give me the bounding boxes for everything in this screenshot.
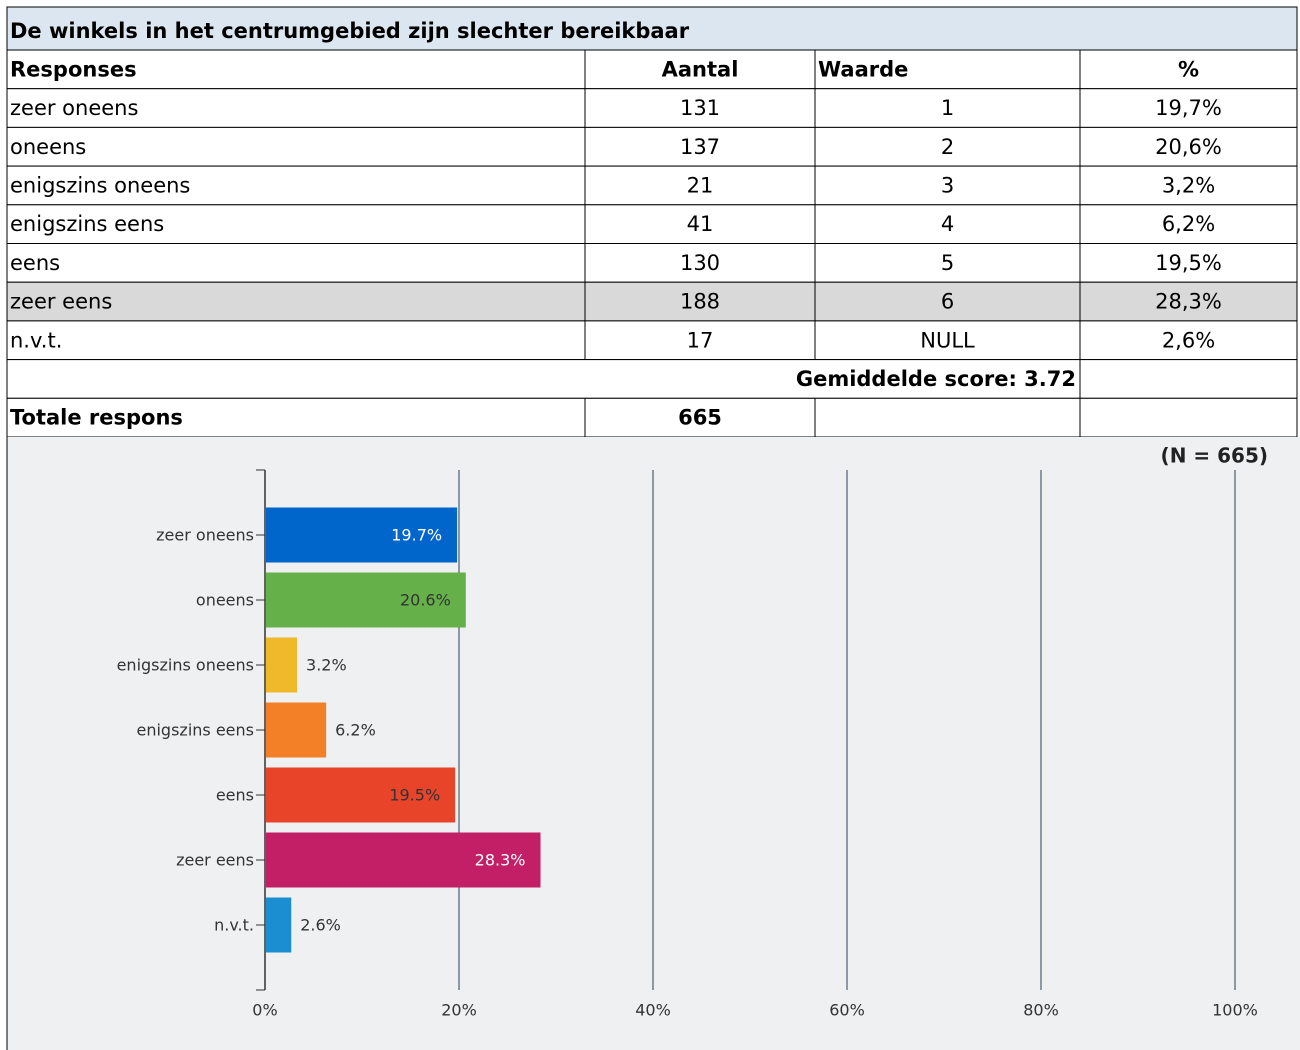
cell-text: 137 [680, 135, 720, 159]
cell-text: zeer oneens [10, 96, 138, 120]
bar [266, 637, 298, 693]
cell-text: zeer eens [10, 290, 112, 314]
cell-text: Responses [10, 57, 137, 81]
bar [266, 832, 541, 888]
cell-text: 665 [678, 406, 722, 430]
y-tick-label: zeer eens [176, 851, 254, 870]
cell-text: 41 [687, 212, 714, 236]
value-label: 19.5% [389, 786, 440, 805]
cell-text: Totale respons [10, 406, 183, 430]
bar [266, 767, 456, 823]
cell-text: 131 [680, 96, 720, 120]
cell-text: Aantal [662, 57, 739, 81]
title-row [6, 6, 1298, 51]
cell-text: oneens [10, 135, 86, 159]
table-row [6, 204, 1298, 245]
cell-text: eens [10, 251, 60, 275]
annotation: (N = 665) [1161, 444, 1268, 468]
x-tick-label: 20% [441, 1001, 477, 1020]
value-label: 28.3% [475, 851, 526, 870]
cell-text: 3 [941, 173, 954, 197]
value-label: 20.6% [400, 591, 451, 610]
table-title: De winkels in het centrumgebied zijn sle… [10, 19, 690, 43]
table-row [6, 126, 1298, 167]
table-row [6, 88, 1298, 128]
cell-text: 130 [680, 251, 720, 275]
cell-text: 1 [941, 96, 954, 120]
cell-text: 19,5% [1155, 251, 1222, 275]
table-row [6, 359, 1298, 399]
y-tick-label: zeer oneens [156, 526, 254, 545]
cell-text: 188 [680, 290, 720, 314]
cell-text: NULL [920, 328, 975, 352]
bar [266, 702, 327, 758]
bar [266, 507, 458, 563]
cell-text: enigszins oneens [10, 173, 190, 197]
table-row [6, 49, 1298, 90]
cell-text: Waarde [818, 57, 908, 81]
y-tick-label: enigszins eens [137, 721, 255, 740]
bar [266, 897, 292, 953]
x-tick-label: 0% [252, 1001, 277, 1020]
bar [266, 572, 466, 628]
x-tick-label: 80% [1023, 1001, 1059, 1020]
table-row [6, 281, 1298, 322]
value-label: 6.2% [335, 721, 376, 740]
cell-text: 5 [941, 251, 954, 275]
cell-text: enigszins eens [10, 212, 164, 236]
cell-text: 2,6% [1162, 328, 1215, 352]
table-row [6, 165, 1298, 206]
x-tick-label: 100% [1212, 1001, 1258, 1020]
y-tick-label: eens [216, 786, 254, 805]
y-tick-label: oneens [196, 591, 254, 610]
cell-text: 6 [941, 290, 954, 314]
value-label: 3.2% [306, 656, 347, 675]
cell-text: 19,7% [1155, 96, 1222, 120]
value-label: 19.7% [391, 526, 442, 545]
cell-text: 3,2% [1162, 173, 1215, 197]
cell-text: n.v.t. [10, 328, 62, 352]
table-row [6, 397, 1298, 438]
table-row [6, 320, 1298, 361]
y-tick-label: enigszins oneens [117, 656, 254, 675]
y-tick-label: n.v.t. [214, 916, 254, 935]
cell-text: 28,3% [1155, 290, 1222, 314]
cell-text: 20,6% [1155, 135, 1222, 159]
value-label: 2.6% [300, 916, 341, 935]
cell-text: 21 [687, 173, 714, 197]
cell-text: 17 [687, 328, 714, 352]
cell-text: 4 [941, 212, 954, 236]
x-tick-label: 40% [635, 1001, 671, 1020]
cell-text: 2 [941, 135, 954, 159]
x-tick-label: 60% [829, 1001, 865, 1020]
cell-text: % [1178, 57, 1199, 81]
average: Gemiddelde score: 3.72 [796, 367, 1076, 391]
cell-text: 6,2% [1162, 212, 1215, 236]
table-row [6, 243, 1298, 283]
